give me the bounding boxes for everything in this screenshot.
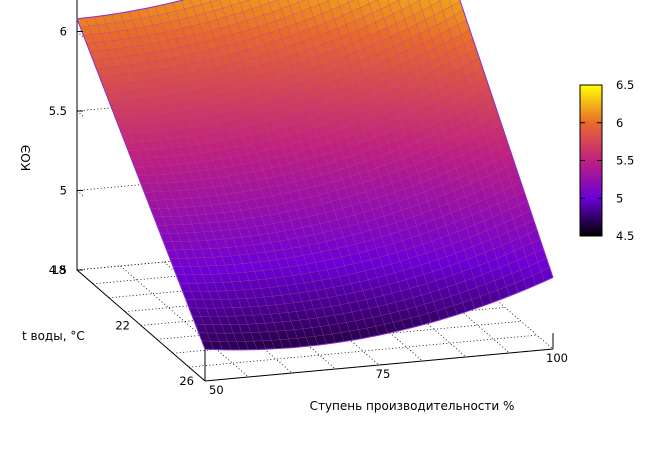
- x-tick-label: 50: [209, 383, 224, 397]
- z-tick-label: 5: [60, 184, 67, 198]
- colorbar: 4.5 5 5.5 6 6.5: [580, 78, 634, 243]
- colorbar-tick-label: 6.5: [616, 78, 634, 92]
- z-axis-title: КОЭ: [19, 145, 33, 171]
- x-tick-label: 75: [376, 367, 391, 381]
- y-tick-label: 22: [115, 319, 130, 333]
- z-gridline-left: [77, 191, 83, 197]
- x-tick-label: 100: [546, 351, 568, 365]
- colorbar-tick-label: 5: [616, 191, 623, 205]
- z-tick-label: 6: [60, 25, 67, 39]
- surface-mesh: [77, 0, 553, 350]
- z-tick-label: 5.5: [49, 104, 67, 118]
- y-axis-title: t воды, °C: [22, 329, 85, 343]
- y-tick-label: 18: [51, 263, 66, 277]
- colorbar-tick-label: 4.5: [616, 229, 634, 243]
- colorbar-tick-label: 6: [616, 116, 623, 130]
- z-gridline-left: [77, 111, 83, 117]
- colorbar-tick-label: 5.5: [616, 154, 634, 168]
- x-axis-title: Ступень производительности %: [310, 399, 515, 413]
- y-tick-label: 26: [179, 374, 194, 388]
